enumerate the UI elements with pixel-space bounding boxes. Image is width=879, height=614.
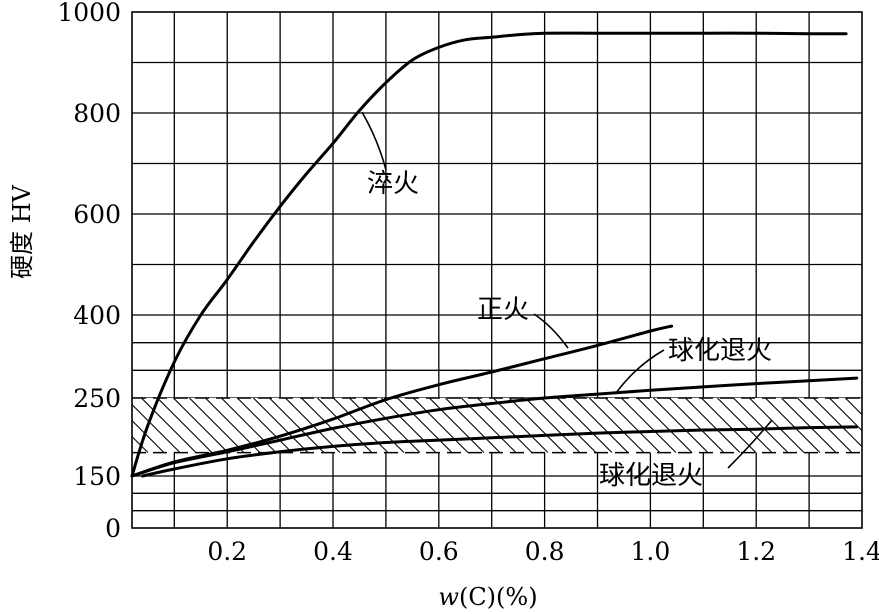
hatch-line	[269, 398, 325, 453]
hatch-line	[397, 398, 453, 453]
y-tick-label: 800	[73, 99, 121, 128]
hatch-line	[141, 398, 197, 453]
hatch-line	[637, 398, 693, 453]
y-axis-label: 硬度 HV	[8, 184, 36, 279]
hatch-line	[509, 398, 565, 453]
tick-labels: 0.2 0.4 0.6 0.8 1.0 1.2 1.4 0 150 250 400 600 800 100…	[57, 0, 879, 566]
leader-spheroidize-upper	[615, 349, 665, 394]
x-tick-label: 0.6	[419, 537, 459, 566]
y-tick-label: 400	[73, 301, 121, 330]
y-tick-label: 1000	[57, 0, 121, 27]
curves	[130, 31, 859, 478]
hatch-line	[493, 398, 549, 453]
hatch-line	[781, 398, 837, 453]
band-hatching	[132, 398, 862, 453]
hatch-line	[829, 398, 862, 432]
hatch-line	[381, 398, 437, 453]
hatch-line	[429, 398, 485, 453]
hatch-line	[701, 398, 757, 453]
series-label-normalizing: 正火	[477, 295, 529, 325]
leader-quench	[361, 111, 387, 171]
spheroidize-curve-upper	[130, 376, 859, 478]
hatch-line	[557, 398, 613, 453]
hatch-line	[132, 403, 181, 453]
hatch-line	[573, 398, 629, 453]
hatch-line	[589, 398, 645, 453]
quench-curve	[130, 31, 848, 478]
x-tick-label: 0.4	[313, 537, 353, 566]
x-axis-label: w(C)(%)	[438, 583, 537, 611]
hatch-line	[861, 398, 862, 400]
hatch-line	[237, 398, 293, 453]
hatch-line	[413, 398, 469, 453]
hatch-line	[477, 398, 533, 453]
y-tick-label: 150	[73, 462, 121, 491]
x-tick-label: 0.2	[207, 537, 247, 566]
y-tick-label: 250	[73, 384, 121, 413]
x-tick-label: 1.2	[736, 537, 776, 566]
hatch-line	[189, 398, 245, 453]
x-tick-label: 1.0	[631, 537, 671, 566]
hatch-line	[797, 398, 853, 453]
hatch-line	[525, 398, 581, 453]
y-tick-label: 600	[73, 200, 121, 229]
x-tick-label: 0.8	[525, 537, 565, 566]
label-leaders	[361, 111, 773, 469]
hatch-line	[845, 398, 862, 416]
hatch-line	[132, 435, 149, 453]
hatch-line	[765, 398, 821, 453]
hatch-line	[349, 398, 405, 453]
hatch-line	[621, 398, 677, 453]
hatch-line	[157, 398, 213, 453]
series-label-spheroidize-lower: 球化退火	[599, 461, 703, 491]
hatch-line	[605, 398, 661, 453]
hatch-line	[653, 398, 709, 453]
spheroidize-curve-lower	[141, 425, 859, 478]
series-label-quench: 淬火	[367, 169, 419, 199]
hatch-line	[132, 419, 165, 453]
hatch-line	[749, 398, 805, 453]
hatch-line	[365, 398, 421, 453]
plot-frame	[131, 11, 863, 529]
x-tick-label: 1.4	[842, 537, 879, 566]
hatch-line	[253, 398, 309, 453]
hatch-line	[541, 398, 597, 453]
hatch-line	[813, 398, 862, 448]
machinable-band	[132, 397, 862, 454]
hatch-line	[669, 398, 725, 453]
hatch-line	[733, 398, 789, 453]
hatch-line	[717, 398, 773, 453]
band-fill	[132, 398, 862, 453]
series-label-spheroidize-upper: 球化退火	[668, 336, 772, 366]
hatch-line	[301, 398, 357, 453]
leader-normalizing	[533, 313, 569, 349]
leader-spheroidize-lower	[727, 419, 773, 469]
hatch-line	[685, 398, 741, 453]
hatch-line	[173, 398, 229, 453]
y-tick-label: 0	[105, 514, 121, 543]
